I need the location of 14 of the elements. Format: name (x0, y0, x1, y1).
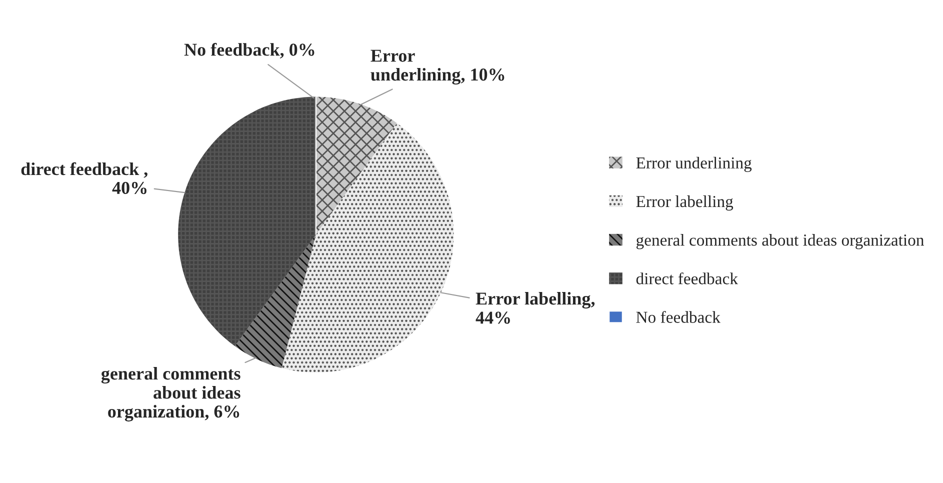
legend-label: general comments about ideas organization (636, 234, 924, 250)
pie-slice (234, 234, 316, 368)
data-label: general comments about ideas organization, 6% (101, 367, 240, 422)
pie-slice (178, 96, 316, 346)
pie-slice (282, 123, 454, 372)
legend-label: Error underlining (636, 156, 752, 172)
legend-label: No feedback (636, 310, 720, 323)
text: No feedback, 0% (184, 42, 314, 58)
data-label: Error underlining, 10% (370, 50, 504, 85)
data-label: direct feedback , 40% (21, 162, 148, 194)
data-label: Error labelling, 44% (476, 292, 595, 324)
pie-slice (316, 96, 397, 235)
legend-label: direct feedback (636, 272, 738, 284)
legend-label: Error labelling (636, 195, 734, 211)
